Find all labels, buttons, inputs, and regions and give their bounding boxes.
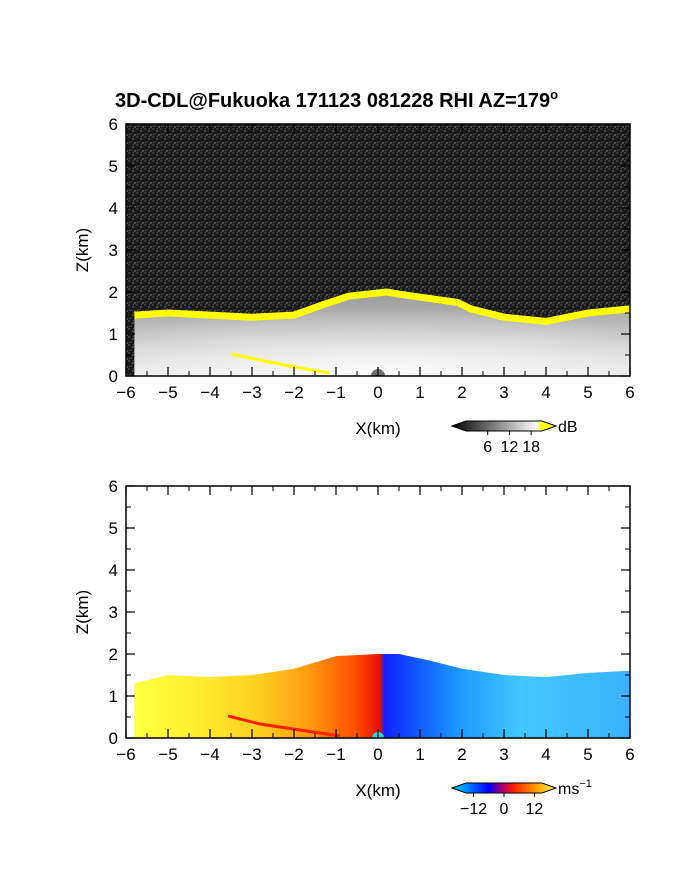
top-colorbar-bar xyxy=(450,420,558,432)
bottom-x-tick-label: 4 xyxy=(541,745,550,764)
bottom-x-tick-label: 0 xyxy=(373,745,382,764)
top-x-ticks: −6 −5 −4 −3 −2 −1 0 1 2 3 4 5 6 xyxy=(116,124,635,402)
top-colorbar-tick-label: 18 xyxy=(522,439,540,456)
top-low-beam-band xyxy=(230,352,331,375)
bottom-y-ticks: 0 1 2 3 4 5 6 xyxy=(109,477,630,748)
top-x-tick-label: −1 xyxy=(326,383,345,402)
bottom-x-tick-label: −3 xyxy=(242,745,261,764)
bottom-y-tick-label: 0 xyxy=(109,729,118,748)
top-x-tick-label: 5 xyxy=(583,383,592,402)
top-x-tick-label: −4 xyxy=(200,383,219,402)
top-colorbar-unit: dB xyxy=(558,419,578,436)
top-x-tick-label: −6 xyxy=(116,383,135,402)
top-echo-fan xyxy=(134,292,630,376)
top-y-tick-label: 5 xyxy=(109,157,118,176)
top-x-tick-label: −2 xyxy=(284,383,303,402)
bottom-colorbar-tick-label: 0 xyxy=(500,801,509,818)
bottom-x-tick-label: −5 xyxy=(158,745,177,764)
chart-title: 3D-CDL@Fukuoka 171123 081228 RHI AZ=179o xyxy=(115,87,558,112)
top-x-tick-label: 6 xyxy=(625,383,634,402)
top-colorbar-tick-label: 12 xyxy=(501,439,519,456)
bottom-x-ticks: −6 −5 −4 −3 −2 −1 0 1 2 3 4 5 6 xyxy=(116,486,635,764)
bottom-colorbar-ticks: −12 0 12 xyxy=(460,793,543,818)
bottom-x-tick-label: −6 xyxy=(116,745,135,764)
bottom-y-tick-label: 6 xyxy=(109,477,118,496)
bottom-x-tick-label: −4 xyxy=(200,745,219,764)
top-y-tick-label: 0 xyxy=(109,367,118,386)
bottom-x-tick-label: −1 xyxy=(326,745,345,764)
bottom-y-tick-label: 4 xyxy=(109,561,118,580)
bottom-x-tick-label: 1 xyxy=(415,745,424,764)
bottom-colorbar-tick-label: −12 xyxy=(460,801,487,818)
top-colorbar-ticks: 6 12 18 xyxy=(483,431,540,456)
bottom-colorbar-unit: ms−1 xyxy=(558,778,592,798)
bottom-low-beam-band xyxy=(227,714,341,738)
bottom-velocity-region xyxy=(134,654,630,738)
bottom-y-axis-label: Z(km) xyxy=(73,590,92,634)
bottom-x-tick-label: 5 xyxy=(583,745,592,764)
top-x-tick-label: 4 xyxy=(541,383,550,402)
bottom-colorbar-tick-label: 12 xyxy=(526,801,544,818)
bottom-y-tick-label: 5 xyxy=(109,519,118,538)
top-x-tick-label: −3 xyxy=(242,383,261,402)
bottom-y-tick-label: 3 xyxy=(109,603,118,622)
top-x-tick-label: 1 xyxy=(415,383,424,402)
top-colorbar-tick-label: 6 xyxy=(483,439,492,456)
bottom-y-tick-label: 2 xyxy=(109,645,118,664)
bottom-x-tick-label: −2 xyxy=(284,745,303,764)
bottom-x-axis-label: X(km) xyxy=(355,781,400,800)
top-x-axis-label: X(km) xyxy=(355,419,400,438)
top-y-tick-label: 3 xyxy=(109,241,118,260)
top-y-tick-label: 1 xyxy=(109,325,118,344)
top-y-axis-label: Z(km) xyxy=(73,228,92,272)
top-y-ticks: 0 1 2 3 4 5 6 xyxy=(109,115,630,386)
top-y-tick-label: 2 xyxy=(109,283,118,302)
top-x-tick-label: 3 xyxy=(499,383,508,402)
bottom-x-tick-label: 2 xyxy=(457,745,466,764)
bottom-colorbar-bar xyxy=(450,782,558,794)
top-y-tick-label: 6 xyxy=(109,115,118,134)
top-x-tick-label: 0 xyxy=(373,383,382,402)
top-colorbar: 6 12 18 dB xyxy=(450,419,578,456)
top-y-tick-label: 4 xyxy=(109,199,118,218)
top-echo-top-band xyxy=(134,288,630,325)
bottom-colorbar: −12 0 12 ms−1 xyxy=(450,778,592,818)
bottom-x-tick-label: 6 xyxy=(625,745,634,764)
bottom-y-tick-label: 1 xyxy=(109,687,118,706)
top-x-tick-label: 2 xyxy=(457,383,466,402)
top-x-tick-label: −5 xyxy=(158,383,177,402)
bottom-x-tick-label: 3 xyxy=(499,745,508,764)
